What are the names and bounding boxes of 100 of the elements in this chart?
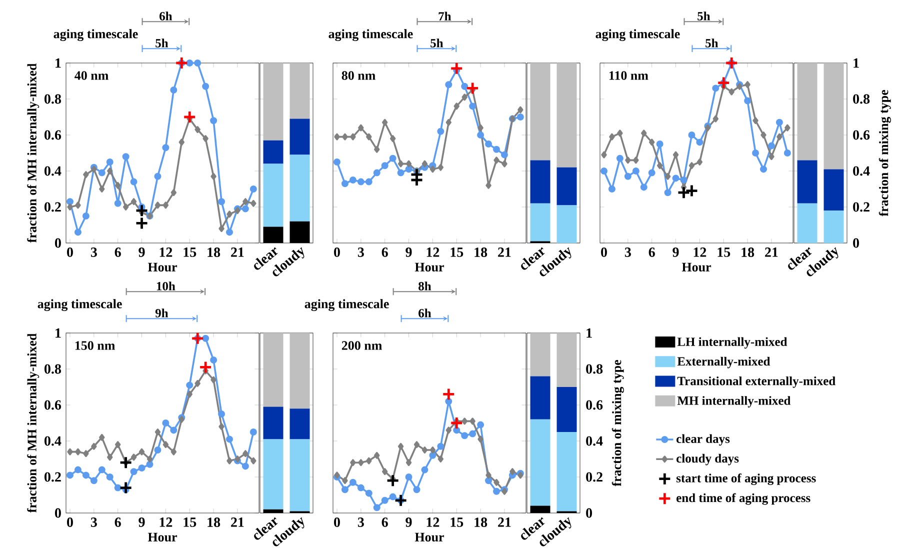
y2-tick-label: 0.4	[853, 166, 870, 176]
annotation: 40 nm	[74, 71, 108, 80]
y-tick-label: 1	[56, 58, 61, 68]
y-tick-label: 0.4	[44, 166, 62, 176]
legend-label: end time of aging process	[676, 493, 810, 505]
y2-tick-label: 0.2	[586, 472, 602, 482]
x-tick-label: 3	[358, 248, 364, 257]
x-tick-label: 21	[765, 248, 778, 257]
x-axis-title: Hour	[148, 262, 178, 272]
y-tick-label: 0.6	[44, 400, 62, 410]
x-tick-label: 15	[184, 518, 196, 527]
y2-tick-label: 0	[586, 508, 592, 518]
y-tick-label: 0.6	[44, 130, 62, 140]
x-tick-label: 3	[358, 518, 364, 527]
x-tick-label: 12	[426, 248, 440, 257]
x-axis-title: Hour	[682, 262, 712, 272]
y2-tick-label: 0.6	[586, 400, 603, 410]
x-tick-label: 21	[498, 518, 511, 527]
y-axis-title: fraction of MH internally-mixed	[27, 63, 40, 243]
x-tick-label: 9	[406, 248, 412, 257]
text: 8h	[418, 282, 432, 290]
x-tick-label: 15	[184, 248, 196, 257]
legend-label: MH internally-mixed	[677, 396, 791, 408]
x-tick-label: 6	[114, 518, 121, 527]
y2-tick-label: 0.8	[853, 94, 870, 104]
x-axis-title: Hour	[148, 532, 178, 542]
y2-axis-title: fraction of mixing type	[878, 90, 891, 216]
y-tick-label: 1	[56, 328, 61, 338]
x-tick-label: 3	[90, 248, 97, 257]
y-tick-label: 0	[55, 508, 61, 518]
text: 5h	[698, 12, 710, 20]
x-tick-label: 3	[624, 248, 631, 257]
legend-label: start time of aging process	[676, 473, 816, 486]
y-tick-label: 0.4	[44, 436, 62, 446]
text: 5h	[156, 38, 168, 48]
x-tick-label: 18	[474, 248, 488, 257]
x-tick-label: 6	[114, 248, 121, 257]
x-tick-label: 21	[231, 248, 244, 257]
x-tick-label: 6	[382, 518, 388, 527]
text: 5h	[430, 38, 444, 48]
y2-tick-label: 1	[854, 58, 859, 68]
text: 6h	[160, 12, 172, 20]
text: aging timescale	[54, 29, 138, 42]
text: aging timescale	[596, 29, 680, 42]
x-tick-label: 0	[67, 518, 73, 527]
x-tick-label: 9	[138, 518, 145, 527]
x-tick-label: 0	[67, 248, 73, 257]
y2-tick-label: 0.4	[586, 436, 603, 446]
y-tick-label: 0.8	[44, 364, 62, 374]
y-tick-label: 0.2	[44, 472, 61, 482]
x-tick-label: 0	[334, 248, 340, 257]
legend-label: Externally-mixed	[677, 356, 770, 368]
y2-axis-title: fraction of mixing type	[612, 360, 624, 486]
text: aging timescale	[304, 299, 389, 312]
x-tick-label: 15	[450, 248, 464, 257]
text: 6h	[418, 308, 432, 318]
x-tick-label: 12	[426, 518, 440, 527]
x-tick-label: 0	[334, 518, 340, 527]
x-tick-label: 3	[90, 518, 97, 527]
y2-tick-label: 0	[853, 238, 859, 248]
y-tick-label: 0	[55, 238, 61, 248]
x-tick-label: 12	[694, 248, 706, 257]
annotation: 110 nm	[609, 71, 648, 80]
text: aging timescale	[38, 299, 122, 312]
legend-label: Transitional externally-mixed	[677, 376, 836, 388]
legend-label: clear days	[676, 434, 730, 446]
text: 10h	[156, 282, 176, 290]
x-tick-label: 0	[601, 248, 607, 257]
y2-tick-label: 0.6	[853, 130, 870, 140]
x-tick-label: 9	[672, 248, 679, 257]
text: 9h	[155, 308, 168, 318]
y-tick-label: 0.2	[44, 202, 61, 212]
annotation: 200 nm	[342, 341, 382, 350]
x-tick-label: 12	[160, 248, 172, 257]
x-tick-label: 15	[450, 518, 464, 527]
y-tick-label: 0.8	[44, 94, 62, 104]
x-tick-label: 12	[160, 518, 172, 527]
x-tick-label: 9	[138, 248, 145, 257]
x-axis-title: Hour	[414, 532, 444, 542]
x-tick-label: 18	[208, 248, 220, 257]
text: 5h	[706, 38, 718, 48]
legend-label: cloudy days	[676, 454, 739, 466]
x-tick-label: 18	[474, 518, 488, 527]
text: aging timescale	[328, 29, 413, 42]
y2-tick-label: 0.8	[586, 364, 603, 374]
annotation: 80 nm	[342, 71, 376, 80]
y2-tick-label: 1	[586, 328, 592, 338]
annotation: 150 nm	[75, 341, 115, 350]
y2-tick-label: 0.2	[853, 202, 870, 212]
x-tick-label: 9	[406, 518, 412, 527]
y-axis-title: fraction of MH internally-mixed	[27, 333, 40, 513]
x-axis-title: Hour	[414, 262, 444, 272]
x-tick-label: 6	[648, 248, 655, 257]
x-tick-label: 18	[742, 248, 754, 257]
x-tick-label: 15	[718, 248, 730, 257]
x-tick-label: 6	[382, 248, 388, 257]
x-tick-label: 21	[498, 248, 511, 257]
legend-label: LH internally-mixed	[677, 337, 788, 349]
text: 7h	[438, 12, 452, 20]
x-tick-label: 21	[231, 518, 244, 527]
